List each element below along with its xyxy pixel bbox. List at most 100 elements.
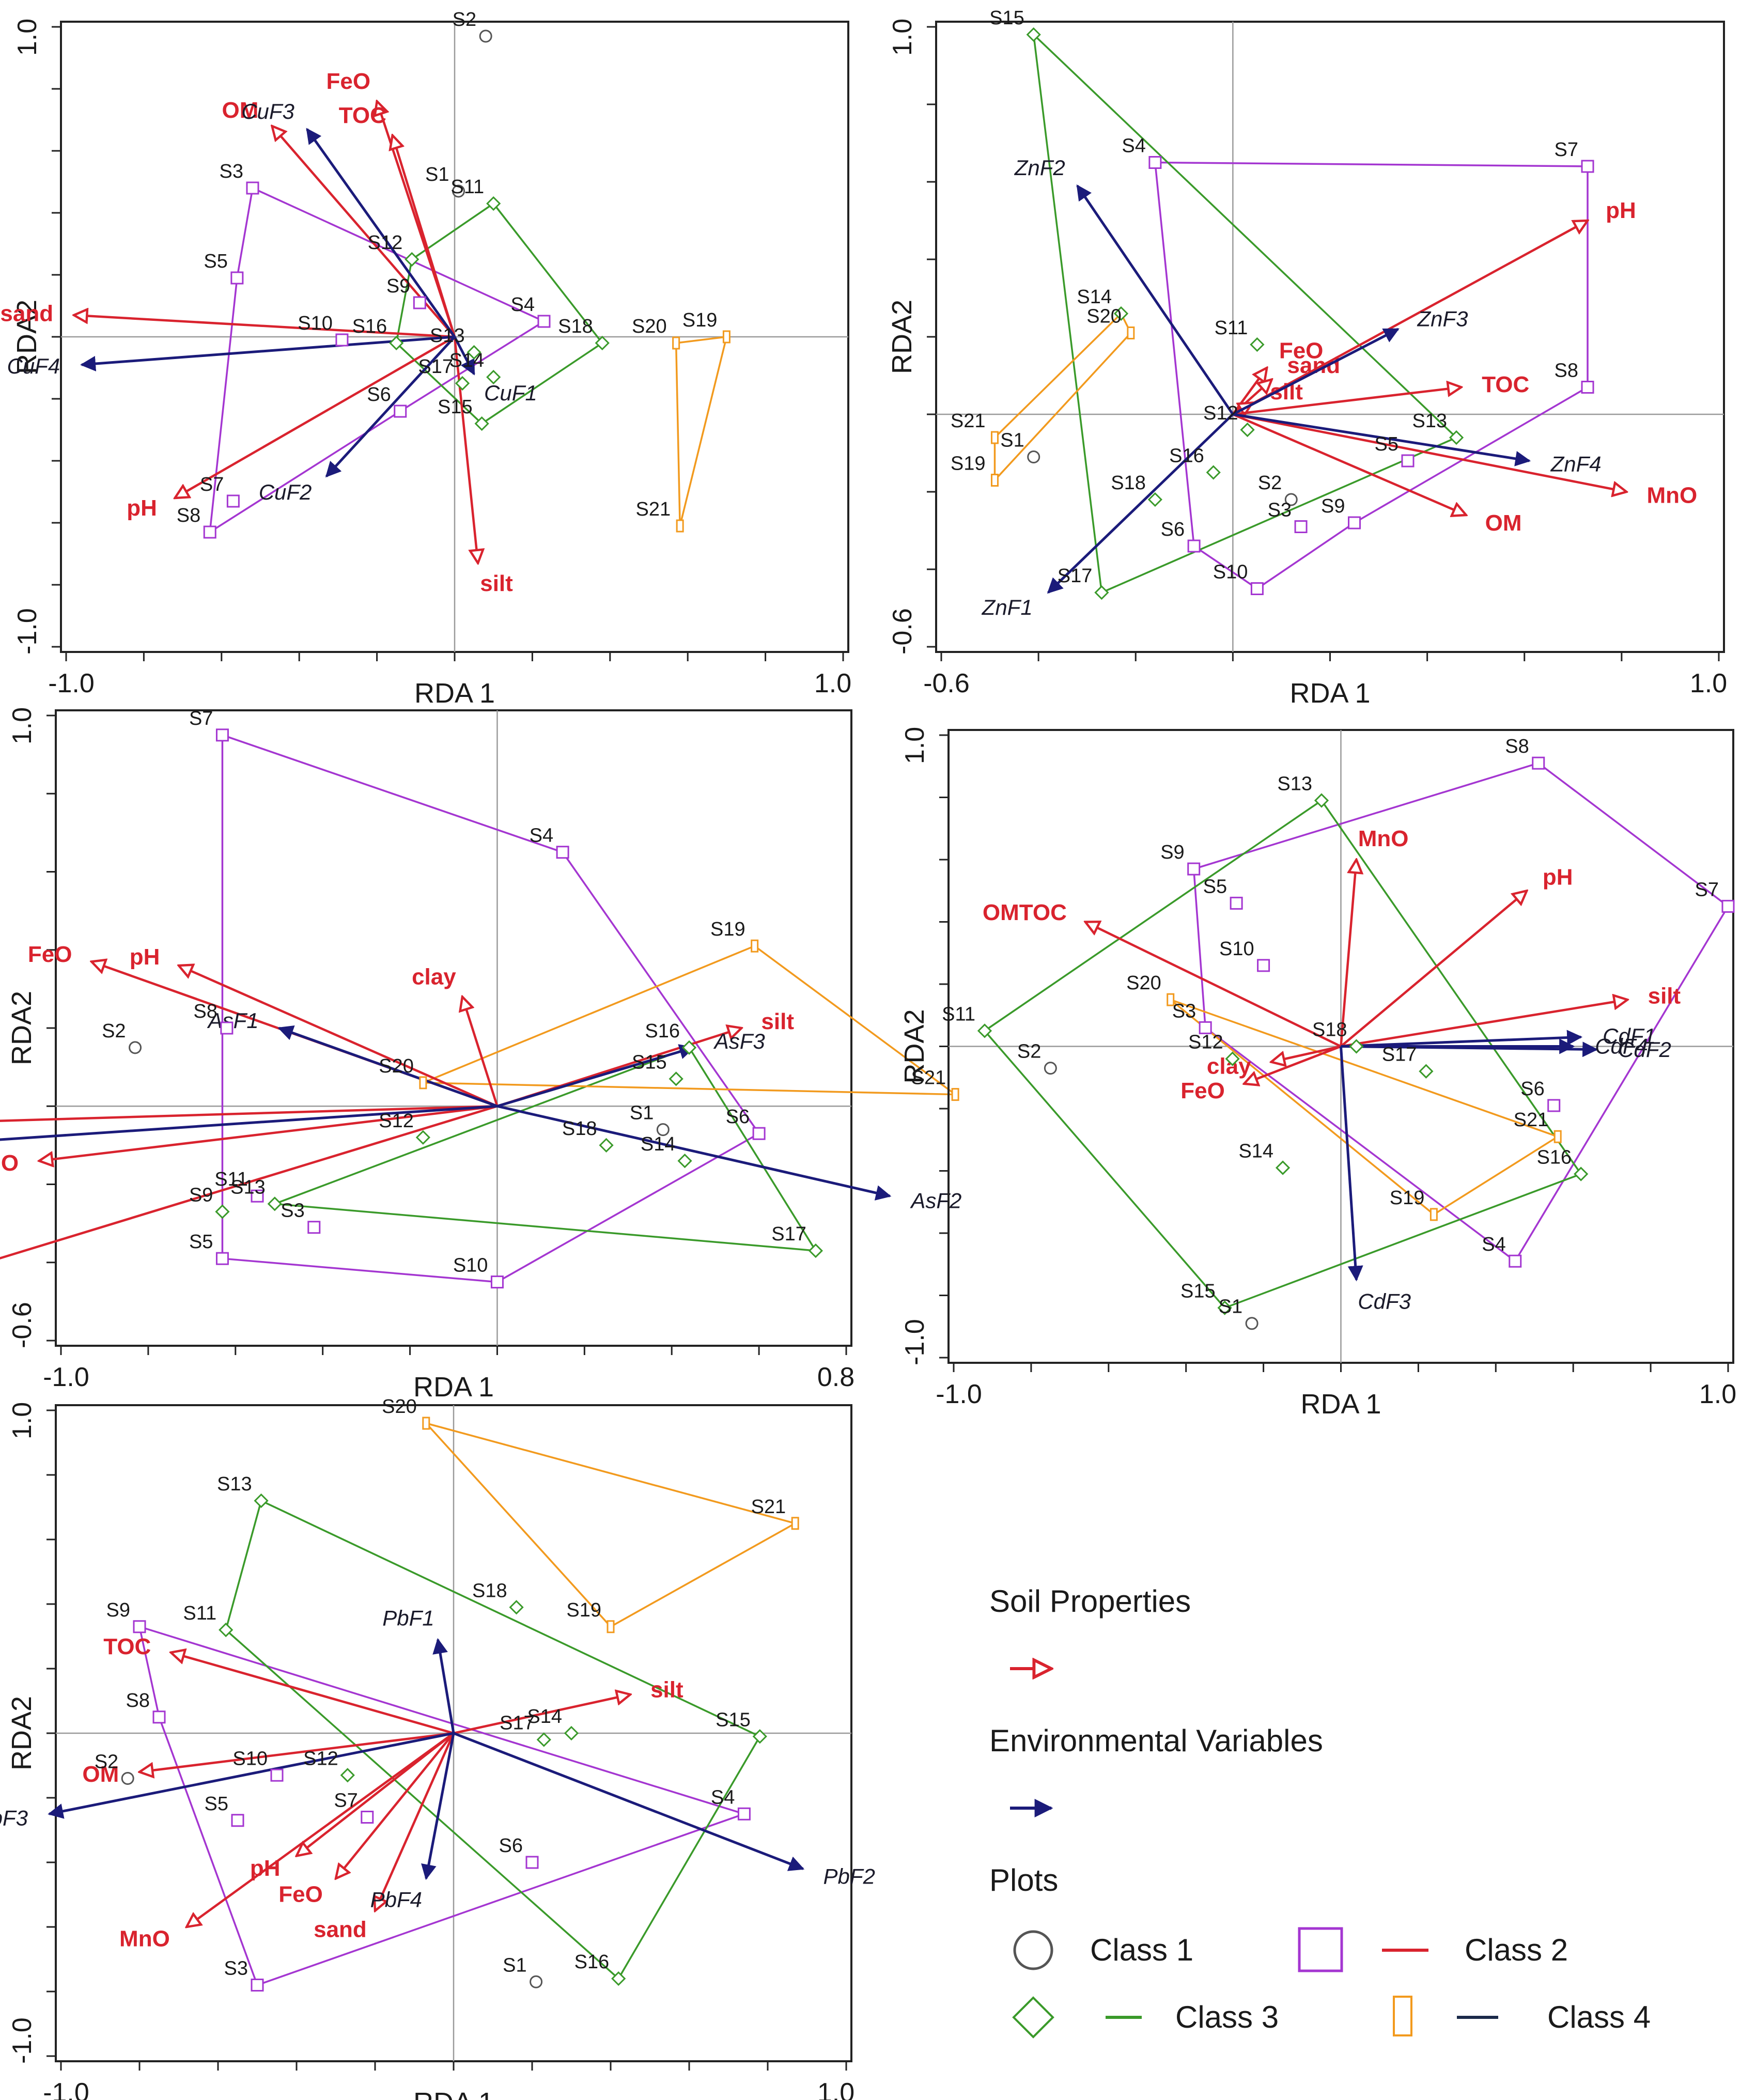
site-label: S19 xyxy=(566,1599,601,1621)
site-marker-s5 xyxy=(231,272,243,284)
site-label: S3 xyxy=(224,1958,248,1980)
x-axis-title: RDA 1 xyxy=(1300,1389,1381,1420)
site-label: S21 xyxy=(636,499,671,520)
site-marker-s2 xyxy=(130,1042,141,1053)
site-marker-s9 xyxy=(1188,863,1200,875)
env-arrow-label: ZnF1 xyxy=(982,595,1033,619)
site-label: S13 xyxy=(230,1176,266,1198)
site-label: S1 xyxy=(1219,1296,1242,1318)
rda-panel-znf: -0.6 1.0RDA 11.0-0.6RDA2pHFeOsandsilt TOCO… xyxy=(887,7,1727,709)
x-tick-label-max: 1.0 xyxy=(814,668,851,698)
y-tick-label-max: 1.0 xyxy=(7,1402,37,1439)
site-label: S3 xyxy=(219,161,243,182)
site-marker-s9 xyxy=(216,1205,228,1218)
site-label: S1 xyxy=(1000,430,1024,452)
y-tick-label-max: 1.0 xyxy=(888,19,918,56)
site-marker-s14 xyxy=(565,1727,578,1739)
site-label: S13 xyxy=(217,1473,252,1495)
site-label: S6 xyxy=(499,1835,523,1857)
site-label: S5 xyxy=(189,1231,213,1253)
soil-arrow-label: OM xyxy=(1485,510,1522,536)
site-marker-s7 xyxy=(216,729,228,741)
site-label: S17 xyxy=(1382,1044,1417,1066)
site-marker-s12 xyxy=(417,1131,429,1144)
site-label: S3 xyxy=(1172,1000,1196,1022)
y-tick-label-min: -1.0 xyxy=(7,2017,37,2064)
x-tick-label-max: 1.0 xyxy=(1699,1379,1736,1409)
legend-env-title: Environmental Variables xyxy=(989,1723,1323,1758)
site-label: S17 xyxy=(771,1223,806,1245)
site-label: S10 xyxy=(1213,562,1248,583)
y-tick-label-max: 1.0 xyxy=(12,19,42,56)
soil-arrow-label: MnO xyxy=(1647,483,1698,508)
soil-arrow-label: pH xyxy=(1543,865,1573,890)
site-marker-s8 xyxy=(221,1022,232,1034)
x-tick-label-min: -1.0 xyxy=(936,1379,982,1409)
site-label: S11 xyxy=(450,176,484,198)
site-marker-s13 xyxy=(255,1495,268,1507)
legend-class4-symbol xyxy=(1394,1997,1411,2035)
site-label: S4 xyxy=(510,294,534,316)
site-label: S15 xyxy=(438,396,473,418)
site-marker-s21 xyxy=(677,520,683,532)
site-marker-s13 xyxy=(269,1197,281,1210)
env-arrow-label: PbF2 xyxy=(823,1864,875,1889)
site-label: S5 xyxy=(205,1793,228,1815)
site-label: S17 xyxy=(500,1713,535,1734)
site-label: S15 xyxy=(989,7,1024,29)
y-tick-label-max: 1.0 xyxy=(900,727,930,764)
site-label: S18 xyxy=(472,1580,507,1601)
site-label: S12 xyxy=(1203,402,1238,424)
site-label: S20 xyxy=(1126,972,1161,994)
site-marker-s8 xyxy=(1533,757,1544,769)
site-marker-s21 xyxy=(792,1518,798,1529)
site-marker-s12 xyxy=(341,1769,354,1781)
site-marker-s9 xyxy=(414,297,425,308)
legend-plots-title: Plots xyxy=(989,1863,1058,1897)
site-marker-s8 xyxy=(1582,382,1593,393)
x-axis-title: RDA 1 xyxy=(1289,678,1370,709)
site-label: S18 xyxy=(1312,1019,1347,1041)
site-label: S12 xyxy=(303,1748,338,1769)
legend-class4-label: Class 4 xyxy=(1547,2000,1651,2034)
site-label: S7 xyxy=(1555,139,1578,161)
site-label: S19 xyxy=(1390,1187,1425,1209)
site-marker-s4 xyxy=(557,847,568,858)
legend-class2-label: Class 2 xyxy=(1465,1933,1568,1967)
site-label: S2 xyxy=(1258,472,1282,494)
site-label: S16 xyxy=(645,1020,680,1042)
site-label: S5 xyxy=(204,251,227,272)
soil-arrow-label: pH xyxy=(127,495,157,521)
site-marker-s10 xyxy=(491,1277,503,1288)
site-marker-s7 xyxy=(227,495,239,507)
site-label: S15 xyxy=(716,1709,751,1731)
site-marker-s19 xyxy=(752,940,758,952)
x-tick-label-min: -1.0 xyxy=(43,1362,89,1392)
soil-arrow-clay xyxy=(462,997,498,1107)
env-arrow-label: ZnF4 xyxy=(1550,452,1602,476)
env-arrow-label: PbF3 xyxy=(0,1806,28,1830)
env-arrow-asf2 xyxy=(497,1106,890,1196)
plot-frame xyxy=(56,710,851,1346)
site-marker-s6 xyxy=(526,1857,538,1868)
x-tick-label-max: 0.8 xyxy=(817,1362,854,1392)
site-marker-s19 xyxy=(608,1621,614,1632)
site-label: S8 xyxy=(193,1001,217,1022)
soil-arrow-label: TOC xyxy=(1482,372,1529,397)
x-tick-label-min: -1.0 xyxy=(48,668,95,698)
soil-arrow-feo xyxy=(1244,1047,1341,1084)
site-marker-s3 xyxy=(247,182,258,194)
site-marker-s10 xyxy=(1251,583,1263,595)
site-label: S10 xyxy=(1219,938,1254,960)
soil-arrow-label: sand xyxy=(314,1917,367,1942)
site-label: S4 xyxy=(1122,135,1145,157)
legend-class1-label: Class 1 xyxy=(1090,1933,1193,1967)
site-marker-s10 xyxy=(336,334,348,346)
site-label: S18 xyxy=(562,1118,597,1140)
site-marker-s9 xyxy=(134,1621,145,1632)
site-label: S21 xyxy=(951,410,986,432)
y-axis-title: RDA2 xyxy=(887,300,918,374)
site-marker-s21 xyxy=(952,1089,958,1100)
soil-arrow-omtoc xyxy=(1085,922,1341,1047)
